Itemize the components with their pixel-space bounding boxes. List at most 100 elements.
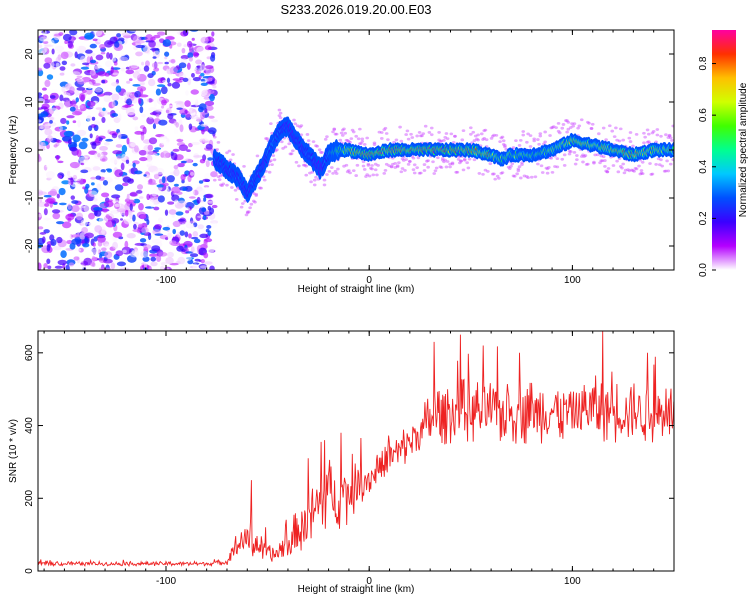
snr-ytick-label: 400 <box>24 417 35 434</box>
noise-blob <box>134 126 139 131</box>
noise-blob <box>93 236 98 242</box>
noise-blob <box>97 71 107 77</box>
haze-blob <box>248 206 252 210</box>
noise-blob <box>154 147 162 151</box>
haze-blob <box>564 119 568 122</box>
noise-blob <box>56 193 60 199</box>
noise-blob <box>94 225 103 233</box>
haze-blob <box>360 139 365 143</box>
noise-blob <box>156 84 166 88</box>
noise-blob <box>91 142 97 150</box>
haze-blob <box>306 139 311 143</box>
haze-blob <box>354 134 359 138</box>
haze-blob <box>406 162 411 166</box>
noise-blob <box>111 218 120 224</box>
noise-blob <box>147 265 152 270</box>
haze-blob <box>573 162 578 166</box>
haze-blob <box>628 140 633 143</box>
haze-blob <box>320 151 324 154</box>
noise-blob <box>138 149 147 156</box>
haze-blob <box>459 159 463 163</box>
noise-blob <box>55 62 60 68</box>
noise-blob <box>80 169 89 174</box>
noise-blob <box>44 203 50 207</box>
noise-blob <box>207 200 216 204</box>
haze-blob <box>461 168 466 172</box>
noise-blob <box>207 76 212 82</box>
haze-blob <box>345 139 350 142</box>
noise-blob <box>50 239 57 247</box>
haze-blob <box>332 128 337 131</box>
noise-blob <box>174 100 184 104</box>
noise-blob <box>38 92 43 97</box>
haze-blob <box>601 155 606 158</box>
noise-blob <box>46 74 54 80</box>
noise-blob <box>204 186 209 193</box>
noise-blob <box>38 213 42 218</box>
noise-blob <box>175 30 180 35</box>
noise-blob <box>119 191 125 200</box>
haze-blob <box>334 132 339 136</box>
haze-blob <box>493 177 497 181</box>
haze-blob <box>287 142 291 146</box>
haze-blob <box>436 156 440 160</box>
haze-blob <box>520 163 524 167</box>
noise-blob <box>76 78 84 83</box>
haze-blob <box>477 172 482 175</box>
spectrogram-ytick-label: 10 <box>24 96 35 108</box>
haze-blob <box>604 138 608 142</box>
noise-blob <box>86 115 92 122</box>
noise-blob <box>135 51 143 57</box>
noise-blob <box>52 167 59 172</box>
noise-blob <box>60 51 69 60</box>
haze-blob <box>438 140 443 143</box>
haze-blob <box>453 134 457 138</box>
noise-blob <box>112 241 119 250</box>
haze-blob <box>373 168 378 172</box>
haze-blob <box>458 161 462 165</box>
noise-blob <box>65 264 70 270</box>
haze-blob <box>425 159 429 163</box>
noise-blob <box>46 244 51 252</box>
noise-blob <box>171 81 181 89</box>
noise-blob <box>124 62 133 67</box>
noise-blob <box>94 79 102 84</box>
haze-blob <box>666 169 671 173</box>
haze-blob <box>522 174 527 178</box>
haze-blob <box>671 158 674 162</box>
haze-blob <box>526 132 530 136</box>
noise-blob <box>102 107 106 112</box>
haze-blob <box>538 134 543 138</box>
noise-blob <box>89 59 97 64</box>
figure-title: S233.2026.019.20.00.E03 <box>280 2 431 17</box>
noise-blob <box>59 94 64 102</box>
haze-blob <box>415 166 419 170</box>
haze-blob <box>233 188 238 192</box>
noise-blob <box>195 59 203 65</box>
noise-blob <box>72 120 77 124</box>
noise-blob <box>161 150 170 159</box>
noise-blob <box>185 209 190 214</box>
haze-blob <box>317 148 322 152</box>
noise-blob <box>205 134 213 137</box>
haze-blob <box>618 165 623 168</box>
haze-blob <box>650 172 655 176</box>
haze-blob <box>666 136 671 139</box>
haze-blob <box>295 124 300 128</box>
noise-blob <box>70 205 80 213</box>
snr-panel: -100 0 100 0 200 400 600 Height of straight li… <box>8 330 675 595</box>
noise-blob <box>137 223 144 228</box>
snr-content <box>38 331 674 567</box>
haze-blob <box>528 145 533 148</box>
spectrogram-ytick-label: -20 <box>24 238 35 253</box>
haze-blob <box>532 139 537 143</box>
haze-blob <box>645 140 650 144</box>
noise-blob <box>193 51 199 58</box>
noise-blob <box>171 213 176 218</box>
noise-blob <box>180 174 186 181</box>
haze-blob <box>528 134 533 138</box>
noise-blob <box>71 99 77 108</box>
noise-blob <box>139 238 147 243</box>
